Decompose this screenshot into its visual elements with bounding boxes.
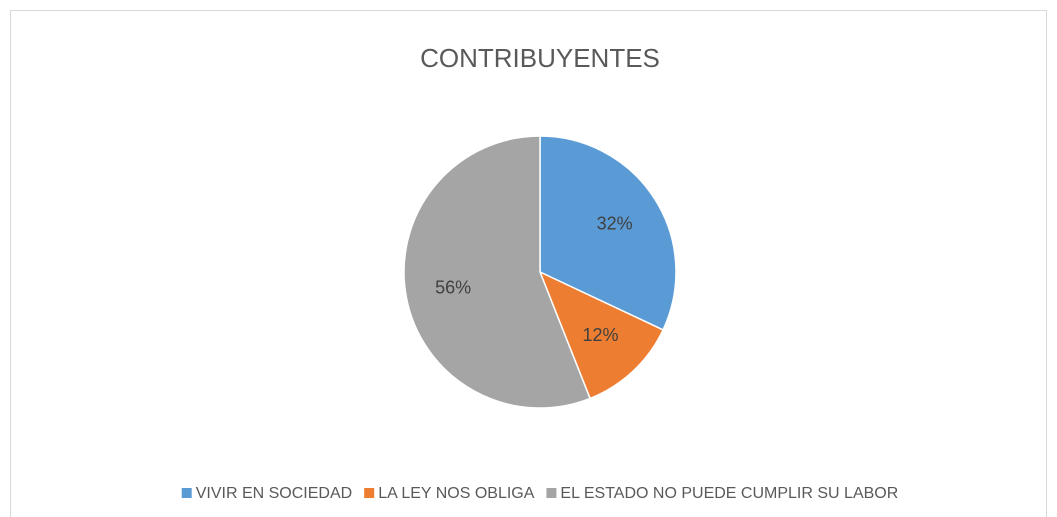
legend-swatch — [364, 488, 375, 498]
pie-slice — [538, 270, 665, 400]
pie-slice — [539, 135, 677, 331]
pie-slice — [403, 135, 592, 409]
legend-swatch — [546, 488, 557, 498]
legend-swatch — [181, 488, 192, 498]
data-label: 32% — [597, 213, 633, 233]
legend-label: VIVIR EN SOCIEDAD — [196, 485, 352, 502]
legend: VIVIR EN SOCIEDAD LA LEY NOS OBLIGA EL EST… — [181, 485, 898, 502]
legend-label: EL ESTADO NO PUEDE CUMPLIR SU LABOR — [560, 485, 898, 502]
data-label: 56% — [435, 277, 471, 297]
data-label: 12% — [582, 325, 618, 345]
legend-label: LA LEY NOS OBLIGA — [378, 485, 535, 502]
chart-title: CONTRIBUYENTES — [420, 43, 660, 73]
